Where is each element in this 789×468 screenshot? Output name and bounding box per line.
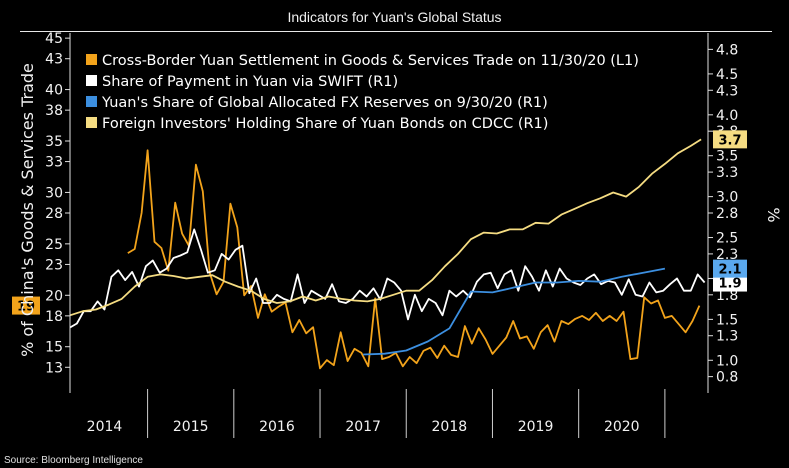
left-tick-label-1: 15 [45, 340, 63, 356]
source-note: Source: Bloomberg Intelligence [4, 455, 143, 466]
last-value-badge-3 [713, 130, 747, 149]
legend-entry-1: Share of Payment in Yuan via SWIFT (R1) [102, 74, 398, 90]
legend-background [76, 44, 708, 136]
last-value-label-2: 2.1 [718, 263, 741, 278]
right-tick-label-4: 1.8 [716, 288, 738, 304]
legend: Cross-Border Yuan Settlement in Goods & … [76, 44, 708, 136]
series-line-0 [127, 149, 701, 370]
series-line-2 [363, 267, 666, 356]
last-value-badge-1 [713, 273, 747, 292]
left-tick-label-9: 35 [45, 134, 63, 150]
chart-title: Indicators for Yuan's Global Status [287, 9, 502, 25]
x-axis: 2014 2015 2016 2017 2018 2019 2020 [87, 419, 640, 435]
last-value-badge-0 [12, 296, 40, 315]
right-tick-label-15: 4.5 [716, 67, 738, 83]
legend-entry-2: Yuan's Share of Global Allocated FX Rese… [101, 95, 548, 111]
legend-swatch-1 [86, 75, 97, 86]
series-lines [69, 138, 706, 370]
right-tick-label-16: 4.8 [716, 42, 738, 58]
legend-entry-3: Foreign Investors' Holding Share of Yuan… [102, 116, 548, 132]
right-tick-label-7: 2.5 [716, 231, 738, 247]
series-line-1 [69, 228, 706, 329]
legend-swatch-0 [86, 54, 97, 65]
last-value-badge-2 [713, 259, 747, 278]
last-value-label-3: 3.7 [718, 133, 741, 148]
left-axis: 13 15 18 20 23 25 28 30 33 35 38 40 43 45 [45, 31, 71, 393]
right-tick-label-11: 3.5 [716, 149, 738, 165]
legend-swatch-2 [86, 96, 97, 107]
last-value-badges: 19 1.92.1 3.7 [12, 130, 747, 315]
left-tick-label-8: 33 [45, 155, 63, 171]
x-tick-label-3: 2017 [345, 419, 381, 435]
left-tick-label-5: 25 [45, 237, 63, 253]
left-tick-label-7: 30 [45, 185, 63, 201]
left-tick-label-0: 13 [45, 360, 63, 376]
right-axis: 0.81.01.31.51.82.02.32.52.83.03.33.53.84… [707, 33, 738, 393]
x-tick-label-1: 2015 [173, 419, 209, 435]
left-axis-title: % of China's Goods & Services Trade [18, 63, 37, 357]
right-tick-label-3: 1.5 [716, 312, 738, 328]
x-tick-label-6: 2020 [604, 419, 640, 435]
right-axis-title: % [764, 207, 783, 222]
left-tick-label-10: 38 [45, 103, 63, 119]
left-tick-label-11: 40 [45, 83, 63, 99]
right-tick-label-2: 1.3 [716, 329, 738, 345]
left-tick-label-4: 23 [45, 257, 63, 273]
left-tick-label-6: 28 [45, 206, 63, 222]
x-tick-label-4: 2018 [432, 419, 468, 435]
left-tick-label-13: 45 [45, 31, 63, 47]
x-tick-label-5: 2019 [518, 419, 554, 435]
last-value-label-0: 19 [17, 300, 35, 315]
left-tick-label-2: 18 [45, 309, 63, 325]
last-value-label-1: 1.9 [718, 277, 741, 292]
legend-entry-0: Cross-Border Yuan Settlement in Goods & … [102, 53, 639, 69]
left-tick-label-12: 43 [45, 52, 63, 68]
legend-swatch-3 [86, 117, 97, 128]
right-tick-label-8: 2.8 [716, 206, 738, 222]
right-tick-label-6: 2.3 [716, 247, 738, 263]
year-dividers [147, 389, 666, 438]
x-tick-label-2: 2016 [259, 419, 295, 435]
series-line-3 [69, 138, 702, 317]
left-tick-label-3: 20 [45, 288, 63, 304]
right-tick-label-9: 3.0 [716, 190, 738, 206]
right-tick-label-10: 3.3 [716, 165, 738, 181]
right-tick-label-0: 0.8 [716, 370, 738, 386]
right-tick-label-13: 4.0 [716, 108, 738, 124]
x-tick-label-0: 2014 [87, 419, 123, 435]
right-tick-label-14: 4.3 [716, 83, 738, 99]
title-divider [20, 31, 772, 32]
right-tick-label-1: 1.0 [716, 353, 738, 369]
